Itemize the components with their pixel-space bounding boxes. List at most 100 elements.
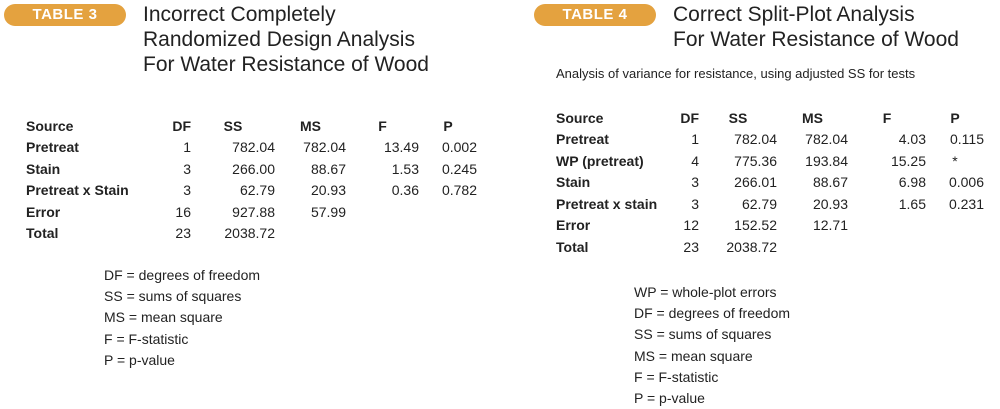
cell-f	[848, 236, 926, 258]
cell-f: 15.25	[890, 152, 926, 169]
cell-ms: 20.93	[812, 195, 848, 212]
cell-ms	[777, 236, 848, 258]
cell-p: 0.245	[441, 160, 477, 177]
table3-title-line: Randomized Design Analysis	[143, 28, 415, 51]
cell-f	[848, 215, 926, 237]
cell-df: 23	[175, 225, 191, 242]
cell-df: 23	[683, 238, 699, 255]
table3-anova-table: Source DF SS MS F P Pretreat 1 782.04 78…	[26, 115, 477, 244]
cell-p: 0.231	[948, 195, 984, 212]
cell-p: 0.002	[441, 139, 477, 156]
column-header-ms: MS	[300, 117, 321, 134]
row-source: Stain	[556, 174, 591, 191]
table-row: Stain 3 266.00 88.67 1.53 0.245	[26, 158, 477, 180]
table-row: Stain 3 266.01 88.67 6.98 0.006	[556, 172, 984, 194]
cell-ms: 12.71	[812, 217, 848, 234]
column-header-source: Source	[556, 109, 604, 126]
row-source: Pretreat x Stain	[26, 182, 129, 199]
table3-legend: DF = degrees of freedom SS = sums of squ…	[104, 265, 260, 371]
cell-p	[926, 215, 984, 237]
cell-f: 13.49	[383, 139, 419, 156]
legend-item: P = p-value	[104, 351, 175, 368]
table4-title-line: For Water Resistance of Wood	[673, 28, 959, 51]
table3-badge: TABLE 3	[4, 4, 126, 26]
cell-f: 6.98	[898, 174, 926, 191]
legend-item: MS = mean square	[104, 309, 223, 326]
table4-legend: WP = whole-plot errors DF = degrees of f…	[634, 282, 790, 409]
legend-item: WP = whole-plot errors	[634, 284, 777, 300]
legend-item: DF = degrees of freedom	[104, 267, 261, 283]
cell-f: 4.03	[898, 131, 926, 148]
cell-f: 0.36	[391, 182, 419, 199]
cell-f	[346, 223, 419, 245]
column-header-p: P	[443, 117, 453, 134]
cell-df: 16	[175, 203, 191, 220]
row-source: WP (pretreat)	[556, 152, 644, 169]
cell-p: 0.006	[948, 174, 984, 191]
table3-title-line: Incorrect Completely	[143, 3, 336, 26]
cell-ss: 782.04	[232, 139, 275, 156]
table-row: Error 12 152.52 12.71	[556, 215, 984, 237]
row-source: Stain	[26, 160, 61, 177]
cell-df: 12	[683, 217, 699, 234]
column-header-source: Source	[26, 117, 74, 134]
column-header-f: F	[882, 109, 892, 126]
table3-header-row: Source DF SS MS F P	[26, 115, 477, 137]
cell-p	[926, 236, 984, 258]
column-header-ss: SS	[223, 117, 243, 134]
cell-ms	[275, 223, 346, 245]
cell-df: 3	[183, 160, 191, 177]
table4-title: Correct Split-Plot Analysis For Water Re…	[673, 2, 959, 52]
table4-title-line: Correct Split-Plot Analysis	[673, 3, 915, 26]
table4-subtitle: Analysis of variance for resistance, usi…	[556, 66, 916, 81]
cell-ss: 2038.72	[224, 225, 275, 242]
cell-ss: 266.01	[734, 174, 777, 191]
table4-panel: TABLE 4 Correct Split-Plot Analysis For …	[520, 0, 1000, 408]
cell-ms: 57.99	[310, 203, 346, 220]
cell-df: 1	[691, 131, 699, 148]
cell-p: 0.782	[441, 182, 477, 199]
table-row: Pretreat x Stain 3 62.79 20.93 0.36 0.78…	[26, 180, 477, 202]
cell-ss: 62.79	[741, 195, 777, 212]
legend-item: MS = mean square	[634, 347, 753, 364]
table4-anova-table: Source DF SS MS F P Pretreat 1 782.04 78…	[556, 107, 984, 258]
cell-df: 3	[691, 195, 699, 212]
table4-header-row: Source DF SS MS F P	[556, 107, 984, 129]
cell-ss: 62.79	[239, 182, 275, 199]
row-source: Pretreat x stain	[556, 195, 658, 212]
cell-p: *	[952, 152, 958, 169]
table-row: Pretreat x stain 3 62.79 20.93 1.65 0.23…	[556, 193, 984, 215]
cell-df: 4	[691, 152, 699, 169]
cell-ms: 88.67	[812, 174, 848, 191]
table-row: WP (pretreat) 4 775.36 193.84 15.25 *	[556, 150, 984, 172]
row-source: Total	[556, 238, 589, 255]
cell-ss: 2038.72	[726, 238, 777, 255]
cell-f	[346, 201, 419, 223]
cell-ms: 782.04	[805, 131, 848, 148]
table-row: Pretreat 1 782.04 782.04 13.49 0.002	[26, 137, 477, 159]
row-source: Pretreat	[556, 131, 609, 148]
cell-df: 3	[183, 182, 191, 199]
cell-f: 1.65	[898, 195, 926, 212]
cell-p	[419, 201, 477, 223]
column-header-df: DF	[172, 117, 191, 134]
cell-ss: 266.00	[232, 160, 275, 177]
table-row: Pretreat 1 782.04 782.04 4.03 0.115	[556, 129, 984, 151]
column-header-ss: SS	[728, 109, 748, 126]
legend-item: DF = degrees of freedom	[634, 305, 791, 322]
column-header-df: DF	[680, 109, 699, 126]
legend-item: F = F-statistic	[104, 330, 189, 347]
row-source: Error	[26, 203, 61, 220]
cell-ss: 927.88	[232, 203, 275, 220]
cell-f: 1.53	[391, 160, 419, 177]
cell-p	[419, 223, 477, 245]
legend-item: F = F-statistic	[634, 368, 719, 385]
cell-df: 1	[183, 139, 191, 156]
table3-panel: TABLE 3 Incorrect Completely Randomized …	[4, 3, 477, 371]
cell-ms: 20.93	[310, 182, 346, 199]
column-header-ms: MS	[802, 109, 823, 126]
row-source: Pretreat	[26, 139, 79, 156]
cell-ms: 88.67	[310, 160, 346, 177]
row-source: Error	[556, 217, 591, 234]
table3-title-line: For Water Resistance of Wood	[143, 53, 429, 76]
